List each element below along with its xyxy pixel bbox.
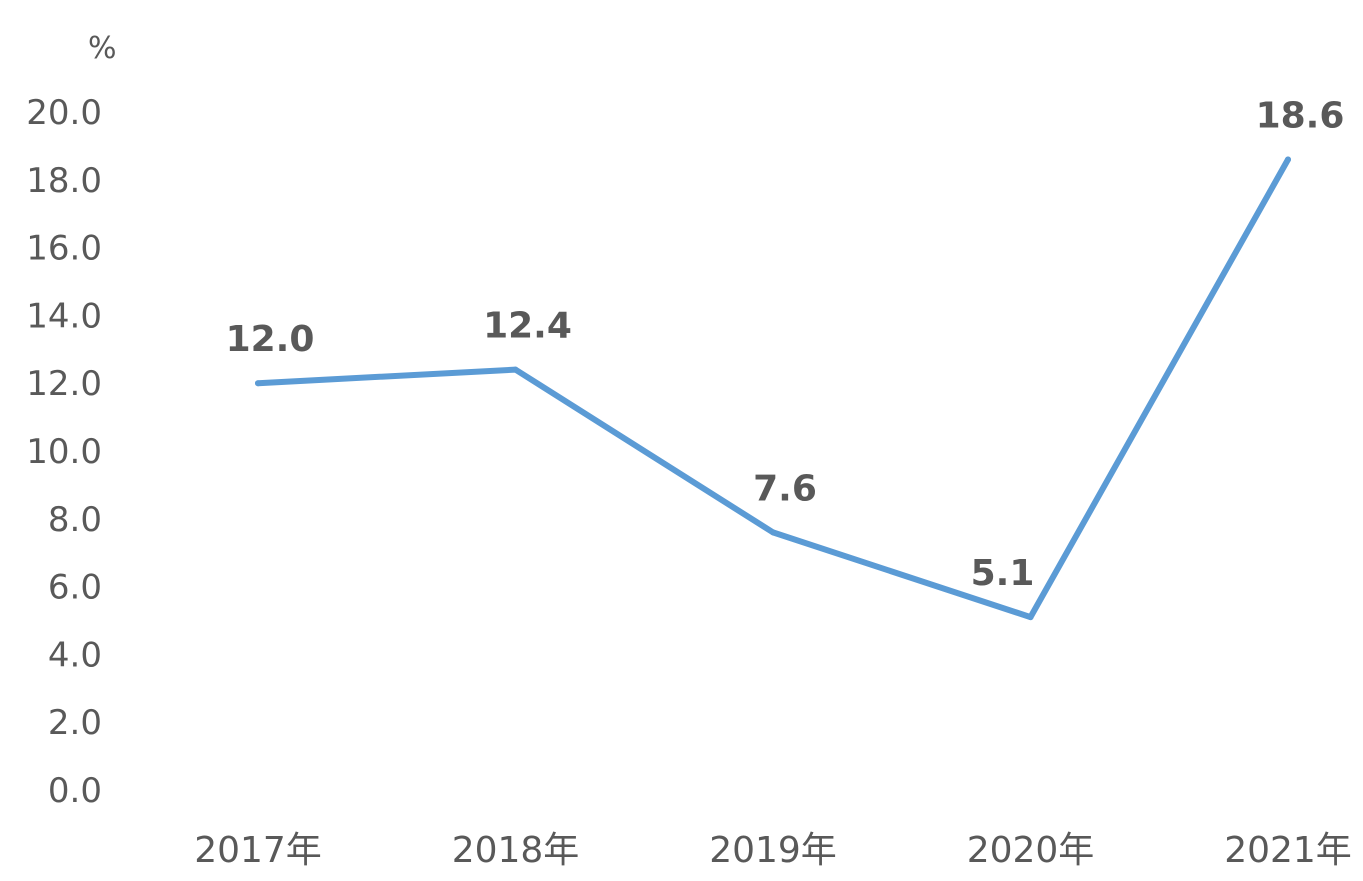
y-tick-label: 18.0 — [26, 161, 102, 201]
data-labels: 12.0 12.4 7.6 5.1 18.6 — [226, 95, 1345, 594]
y-axis-unit-label: % — [88, 31, 117, 66]
data-label: 7.6 — [753, 468, 817, 509]
y-tick-label: 2.0 — [48, 703, 102, 743]
data-label: 5.1 — [971, 553, 1035, 594]
data-point — [770, 529, 776, 536]
data-point — [1285, 156, 1291, 163]
x-tick-label: 2018年 — [452, 830, 580, 871]
y-axis-ticks: 0.0 2.0 4.0 6.0 8.0 10.0 12.0 14.0 16.0 18.0 20.0 — [26, 93, 102, 811]
x-tick-label: 2020年 — [967, 830, 1095, 871]
data-label: 12.4 — [483, 306, 572, 347]
y-tick-label: 6.0 — [48, 568, 102, 608]
data-point — [512, 366, 519, 373]
series-line — [255, 156, 1291, 621]
x-tick-label: 2017年 — [194, 830, 322, 871]
y-tick-label: 10.0 — [26, 432, 102, 472]
x-tick-label: 2019年 — [709, 830, 837, 871]
y-tick-label: 16.0 — [26, 229, 102, 269]
y-tick-label: 4.0 — [48, 635, 102, 675]
data-label: 18.6 — [1256, 95, 1345, 136]
x-axis-ticks: 2017年 2018年 2019年 2020年 2021年 — [194, 830, 1352, 871]
x-tick-label: 2021年 — [1224, 830, 1352, 871]
y-tick-label: 20.0 — [26, 93, 102, 133]
y-tick-label: 8.0 — [48, 500, 102, 540]
data-point — [1027, 614, 1034, 621]
data-label: 12.0 — [226, 319, 315, 360]
y-tick-label: 12.0 — [26, 364, 102, 404]
y-tick-label: 14.0 — [26, 296, 102, 336]
y-tick-label: 0.0 — [48, 771, 102, 811]
data-point — [255, 380, 261, 387]
series-line-group — [255, 156, 1291, 621]
